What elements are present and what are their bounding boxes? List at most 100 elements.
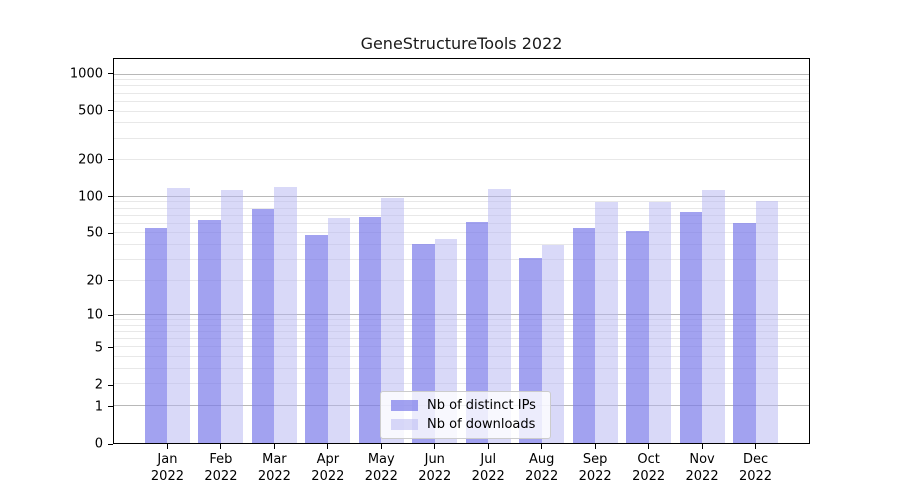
gridline-major	[114, 73, 809, 75]
bar-nb-of-downloads-dec	[755, 201, 779, 443]
y-tick-label: 50	[86, 225, 103, 241]
bar-nb-of-distinct-ips-apr	[305, 235, 328, 443]
legend-label-downloads: Nb of downloads	[427, 417, 536, 432]
x-tick-mark	[487, 444, 489, 449]
gridline-minor	[114, 85, 809, 87]
x-tick-label-may: May 2022	[364, 452, 398, 484]
y-tick-mark	[108, 232, 113, 234]
legend: Nb of distinct IPs Nb of downloads	[380, 391, 551, 439]
gridline-minor	[114, 346, 809, 348]
y-tick-mark	[108, 110, 113, 112]
gridline-minor	[114, 324, 809, 326]
y-tick-label: 5	[94, 340, 103, 356]
x-tick-mark	[701, 444, 703, 449]
gridline-minor	[114, 258, 809, 260]
gridline-minor	[114, 122, 809, 124]
x-tick-mark	[434, 444, 436, 449]
bar-nb-of-distinct-ips-may	[358, 217, 382, 443]
x-tick-label-mar: Mar 2022	[257, 452, 291, 484]
bar-nb-of-downloads-apr	[327, 218, 351, 443]
gridline-minor	[114, 356, 809, 358]
gridline-minor	[114, 137, 809, 139]
bar-nb-of-downloads-feb	[220, 190, 244, 443]
y-axis: 0 1 2 5 10 20 50 100 200 500 1000	[0, 58, 113, 452]
gridline-minor	[114, 207, 809, 209]
gridline-major	[114, 314, 809, 316]
gridline-minor	[114, 279, 809, 281]
y-tick-mark	[108, 406, 113, 408]
y-tick-label: 2	[94, 377, 103, 393]
bar-nb-of-downloads-may	[381, 197, 404, 443]
gridline-minor	[114, 201, 809, 203]
gridline-minor	[114, 92, 809, 94]
bar-nb-of-distinct-ips-nov	[679, 212, 703, 443]
y-tick-mark	[108, 384, 113, 386]
bar-nb-of-distinct-ips-jul	[465, 222, 489, 443]
legend-item-downloads: Nb of downloads	[391, 417, 536, 432]
x-tick-label-apr: Apr 2022	[311, 452, 345, 484]
gridline-minor	[114, 368, 809, 370]
gridline-minor	[114, 383, 809, 385]
bar-nb-of-distinct-ips-sep	[572, 228, 596, 443]
gridline-minor	[114, 100, 809, 102]
x-tick-mark	[755, 444, 757, 449]
bar-nb-of-downloads-jul	[488, 188, 511, 443]
gridline-minor	[114, 331, 809, 333]
chart-title: GeneStructureTools 2022	[360, 34, 563, 53]
gridline-minor	[114, 222, 809, 224]
gridline-minor	[114, 232, 809, 234]
x-tick-mark	[166, 444, 168, 449]
y-tick-label: 0	[94, 436, 103, 452]
bar-nb-of-distinct-ips-jan	[144, 228, 168, 443]
bar-nb-of-downloads-oct	[648, 202, 672, 443]
y-tick-mark	[108, 280, 113, 282]
x-tick-label-jan: Jan 2022	[150, 452, 184, 484]
x-tick-mark	[273, 444, 275, 449]
gridline-minor	[114, 159, 809, 161]
legend-swatch-distinct-ips	[391, 400, 418, 411]
x-tick-mark	[327, 444, 329, 449]
gridline-minor	[114, 79, 809, 81]
x-tick-mark	[380, 444, 382, 449]
plot-area	[113, 58, 810, 444]
x-tick-mark	[541, 444, 543, 449]
x-tick-label-aug: Aug 2022	[525, 452, 559, 484]
x-tick-label-oct: Oct 2022	[632, 452, 666, 484]
y-tick-mark	[108, 314, 113, 316]
y-tick-label: 1	[94, 399, 103, 415]
x-tick-label-nov: Nov 2022	[685, 452, 719, 484]
bar-nb-of-downloads-mar	[274, 186, 297, 443]
bar-nb-of-downloads-nov	[702, 190, 725, 443]
x-tick-label-dec: Dec 2022	[738, 452, 773, 484]
y-tick-mark	[108, 347, 113, 349]
x-tick-label-sep: Sep 2022	[578, 452, 612, 484]
bar-nb-of-downloads-jan	[167, 188, 190, 443]
y-tick-label: 200	[78, 152, 103, 168]
y-tick-label: 10	[86, 307, 103, 323]
gridline-minor	[114, 110, 809, 112]
gridline-minor	[114, 319, 809, 321]
x-tick-label-feb: Feb 2022	[204, 452, 238, 484]
y-tick-mark	[108, 159, 113, 161]
bar-nb-of-distinct-ips-oct	[626, 231, 649, 443]
x-tick-label-jul: Jul 2022	[471, 452, 505, 484]
legend-item-distinct-ips: Nb of distinct IPs	[391, 398, 536, 413]
bar-nb-of-distinct-ips-dec	[733, 222, 756, 443]
y-tick-mark	[108, 196, 113, 198]
y-tick-mark	[108, 73, 113, 75]
y-tick-label: 100	[78, 189, 103, 205]
legend-label-distinct-ips: Nb of distinct IPs	[427, 398, 536, 413]
gridline-minor	[114, 214, 809, 216]
bar-nb-of-downloads-sep	[595, 202, 618, 443]
y-tick-mark	[108, 443, 113, 445]
y-tick-label: 500	[78, 103, 103, 119]
gridline-major	[114, 195, 809, 197]
x-axis: Jan 2022 Feb 2022 Mar 2022 Apr 2022 May 2022 Jun 20…	[113, 444, 810, 498]
bar-nb-of-distinct-ips-mar	[251, 208, 275, 443]
y-tick-label: 1000	[69, 66, 103, 82]
x-tick-mark	[594, 444, 596, 449]
gridline-minor	[114, 243, 809, 245]
x-tick-mark	[648, 444, 650, 449]
y-tick-label: 20	[86, 273, 103, 289]
